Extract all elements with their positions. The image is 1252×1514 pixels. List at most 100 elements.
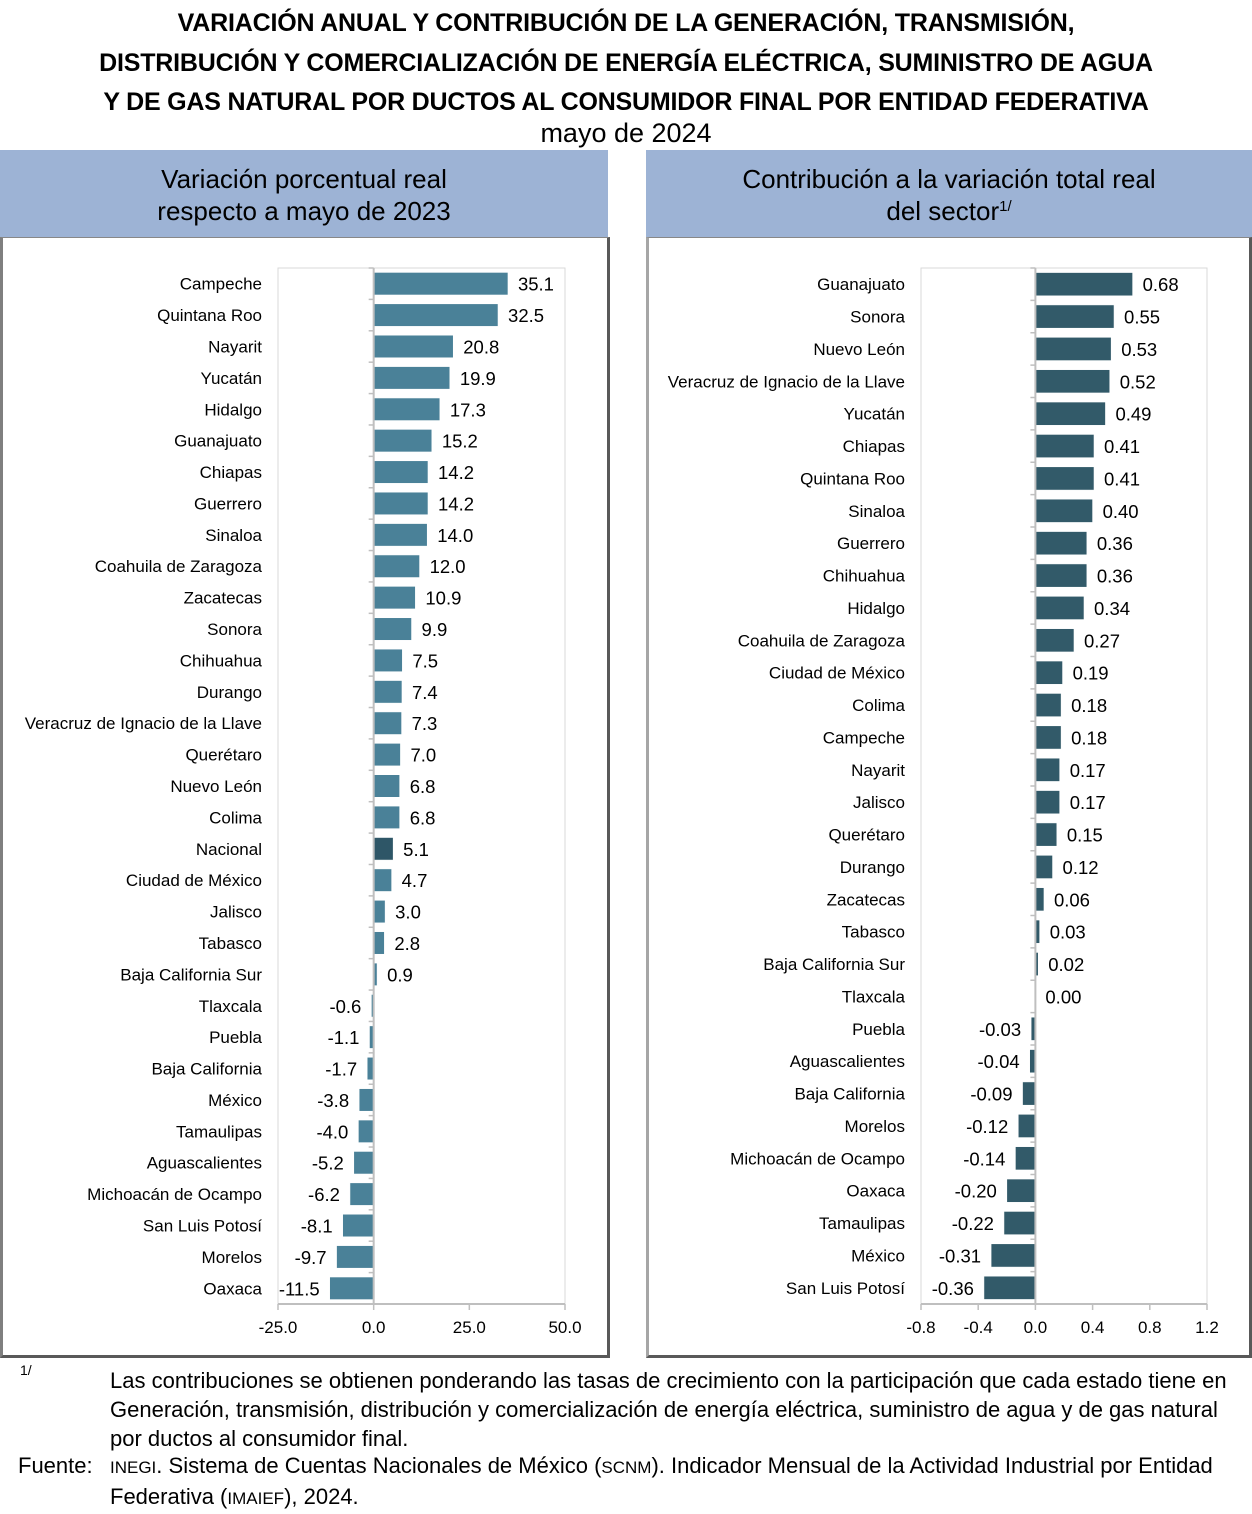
right-value-label: 0.53 xyxy=(1121,339,1157,360)
left-category-label: Durango xyxy=(197,683,262,702)
left-bar xyxy=(373,272,509,296)
left-value-label: -9.7 xyxy=(295,1247,327,1268)
left-value-label: 6.8 xyxy=(410,807,436,828)
left-value-label: -4.0 xyxy=(316,1121,348,1142)
right-category-label: México xyxy=(851,1246,905,1265)
left-bar xyxy=(373,429,433,453)
right-value-label: 0.06 xyxy=(1054,889,1090,910)
right-category-label: Querétaro xyxy=(828,826,905,845)
left-bar xyxy=(373,491,429,516)
right-bar xyxy=(1035,531,1088,556)
right-category-label: Sonora xyxy=(850,308,905,327)
left-value-label: 5.1 xyxy=(403,839,429,860)
left-category-label: Aguascalientes xyxy=(147,1154,262,1173)
right-panel-header: Contribución a la variación total real d… xyxy=(646,150,1252,237)
left-value-label: 19.9 xyxy=(460,368,496,389)
right-category-label: Veracruz de Ignacio de la Llave xyxy=(668,372,905,391)
left-bar xyxy=(373,899,386,924)
right-category-label: Michoacán de Ocampo xyxy=(730,1149,905,1168)
right-value-label: 0.12 xyxy=(1063,857,1099,878)
left-value-label: 6.8 xyxy=(410,776,436,797)
right-bar xyxy=(1035,304,1115,329)
left-bar xyxy=(373,303,499,327)
title-line-2: DISTRIBUCIÓN Y COMERCIALIZACIÓN DE ENERG… xyxy=(99,48,1153,77)
source-org: INEGI xyxy=(110,1458,157,1477)
right-value-label: -0.14 xyxy=(963,1148,1005,1169)
left-category-label: Nayarit xyxy=(208,337,262,356)
right-category-label: Coahuila de Zaragoza xyxy=(738,631,906,650)
right-value-label: 0.19 xyxy=(1073,663,1109,684)
left-category-label: Oaxaca xyxy=(203,1279,262,1298)
right-value-label: 0.52 xyxy=(1120,371,1156,392)
right-category-label: Chiapas xyxy=(843,437,905,456)
left-value-label: 3.0 xyxy=(395,902,421,923)
left-value-label: 32.5 xyxy=(508,305,544,326)
right-value-label: 0.18 xyxy=(1071,695,1107,716)
right-bar xyxy=(1035,854,1053,879)
right-header-line-1: Contribución a la variación total real xyxy=(742,164,1156,194)
left-value-label: 7.0 xyxy=(410,745,436,766)
right-category-label: Durango xyxy=(840,858,905,877)
left-value-label: -1.1 xyxy=(328,1027,360,1048)
left-category-label: Guerrero xyxy=(194,494,262,513)
right-bar xyxy=(983,1275,1036,1300)
left-bar xyxy=(373,366,451,390)
source-text: INEGI. Sistema de Cuentas Nacionales de … xyxy=(110,1451,1250,1513)
left-category-label: Tlaxcala xyxy=(199,997,263,1016)
right-bar xyxy=(1003,1211,1036,1236)
right-x-tick-label: 0.0 xyxy=(1024,1318,1048,1337)
left-category-label: Nacional xyxy=(196,840,262,859)
left-category-label: San Luis Potosí xyxy=(143,1217,262,1236)
right-bar xyxy=(1035,434,1095,459)
left-category-label: Ciudad de México xyxy=(126,871,262,890)
right-bar xyxy=(1035,466,1095,491)
left-category-label: Guanajuato xyxy=(174,432,262,451)
right-category-label: Ciudad de México xyxy=(769,664,905,683)
right-bar xyxy=(1035,369,1111,394)
right-header-line-2-text: del sector xyxy=(886,196,1000,226)
source-text-part-1: . Sistema de Cuentas Nacionales de Méxic… xyxy=(156,1453,602,1478)
right-bar xyxy=(1035,272,1133,297)
source-abbr-imaief: IMAIEF xyxy=(227,1489,285,1508)
footnote-text: Las contribuciones se obtienen ponderand… xyxy=(110,1368,1227,1451)
right-header-line-2: del sector1/ xyxy=(646,195,1252,227)
right-category-label: Quintana Roo xyxy=(800,469,905,488)
left-value-label: -11.5 xyxy=(279,1278,320,1299)
left-category-label: Sinaloa xyxy=(205,526,262,545)
left-bar xyxy=(373,711,402,735)
right-value-label: 0.40 xyxy=(1103,501,1139,522)
left-category-label: Chihuahua xyxy=(180,651,263,670)
right-category-label: Sinaloa xyxy=(848,502,905,521)
right-bar xyxy=(1035,595,1085,620)
footnote-mark: 1/ xyxy=(20,1362,32,1378)
right-value-label: -0.03 xyxy=(979,1019,1021,1040)
right-value-label: -0.09 xyxy=(970,1084,1012,1105)
left-category-label: Colima xyxy=(209,808,262,827)
left-category-label: Tabasco xyxy=(199,934,262,953)
right-value-label: 0.41 xyxy=(1104,436,1140,457)
right-category-label: Guanajuato xyxy=(817,275,905,294)
left-header-line-2: respecto a mayo de 2023 xyxy=(157,196,451,226)
left-bar xyxy=(373,334,454,359)
right-bar xyxy=(1035,725,1062,750)
right-value-label: 0.36 xyxy=(1097,533,1133,554)
left-value-label: 4.7 xyxy=(402,870,428,891)
left-bar xyxy=(373,743,401,767)
title-line-1: VARIACIÓN ANUAL Y CONTRIBUCIÓN DE LA GEN… xyxy=(177,9,1075,37)
right-category-label: Yucatán xyxy=(844,405,905,424)
right-bar xyxy=(1035,693,1062,718)
left-category-label: Nuevo León xyxy=(170,777,262,796)
left-value-label: 35.1 xyxy=(518,274,554,295)
left-category-label: Campeche xyxy=(180,275,262,294)
right-x-tick-label: 0.8 xyxy=(1138,1318,1162,1337)
right-value-label: -0.04 xyxy=(978,1051,1020,1072)
right-value-label: 0.68 xyxy=(1143,274,1179,295)
left-value-label: 2.8 xyxy=(394,933,420,954)
right-bar xyxy=(1022,1081,1036,1106)
left-value-label: 20.8 xyxy=(463,336,499,357)
left-bar xyxy=(373,648,403,673)
right-value-label: 0.27 xyxy=(1084,630,1120,651)
source-text-part-3: ), 2024. xyxy=(284,1484,359,1509)
right-category-label: Nuevo León xyxy=(813,340,905,359)
